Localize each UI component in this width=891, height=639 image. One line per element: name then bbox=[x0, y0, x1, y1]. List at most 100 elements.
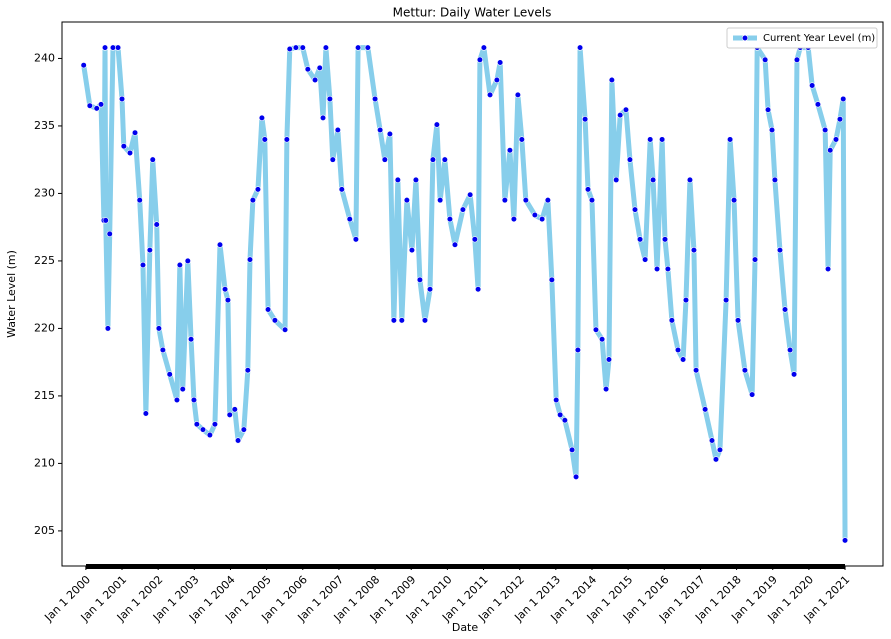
data-point bbox=[216, 241, 224, 248]
data-point bbox=[790, 371, 798, 378]
data-point bbox=[226, 411, 233, 418]
data-point bbox=[751, 256, 759, 263]
data-point bbox=[258, 114, 266, 121]
data-point bbox=[281, 326, 289, 333]
data-point bbox=[131, 129, 139, 136]
data-point bbox=[106, 230, 113, 238]
data-point bbox=[299, 44, 306, 51]
data-point bbox=[793, 56, 801, 63]
data-point bbox=[824, 265, 832, 273]
y-tick-label: 215 bbox=[34, 389, 55, 402]
data-point bbox=[118, 95, 126, 103]
data-point bbox=[605, 356, 613, 363]
data-point bbox=[514, 91, 521, 98]
data-point bbox=[647, 136, 654, 143]
data-point bbox=[762, 56, 769, 63]
y-tick-label: 220 bbox=[34, 321, 55, 334]
data-point bbox=[486, 91, 494, 98]
data-point bbox=[173, 396, 181, 404]
data-point bbox=[467, 191, 474, 198]
data-point bbox=[311, 76, 319, 84]
data-point bbox=[271, 317, 279, 324]
data-point bbox=[377, 126, 384, 134]
data-point bbox=[712, 456, 720, 463]
y-axis-label: Water Level (m) bbox=[5, 250, 18, 338]
data-point bbox=[254, 186, 262, 193]
data-point bbox=[338, 186, 345, 193]
data-point bbox=[292, 44, 300, 51]
data-point bbox=[622, 106, 630, 113]
x-axis-label: Date bbox=[452, 621, 479, 634]
data-point bbox=[155, 325, 162, 332]
data-point bbox=[493, 76, 501, 84]
data-point bbox=[682, 296, 690, 304]
data-point bbox=[322, 44, 330, 51]
data-point bbox=[771, 176, 779, 184]
data-point bbox=[221, 286, 229, 293]
data-point bbox=[730, 197, 738, 204]
data-point bbox=[441, 156, 448, 163]
data-point bbox=[548, 276, 555, 283]
y-tick-label: 235 bbox=[34, 119, 55, 132]
data-point bbox=[240, 426, 247, 433]
legend-label: Current Year Level (m) bbox=[763, 33, 875, 44]
data-point bbox=[582, 116, 589, 123]
data-point bbox=[286, 45, 293, 53]
data-point bbox=[394, 176, 401, 184]
data-point bbox=[120, 143, 127, 150]
data-point bbox=[497, 59, 504, 66]
data-point bbox=[822, 126, 829, 134]
data-point bbox=[246, 256, 254, 263]
data-point bbox=[568, 446, 576, 454]
data-point bbox=[734, 317, 742, 324]
data-point bbox=[617, 112, 624, 119]
data-point bbox=[572, 473, 580, 481]
data-point bbox=[522, 197, 529, 204]
data-point bbox=[506, 147, 514, 154]
data-point bbox=[636, 236, 644, 243]
data-point bbox=[249, 197, 256, 204]
data-point bbox=[146, 247, 153, 254]
data-point bbox=[101, 44, 109, 51]
data-point bbox=[631, 206, 639, 213]
data-point bbox=[599, 336, 606, 343]
data-point bbox=[316, 64, 323, 71]
data-point bbox=[429, 156, 437, 163]
data-point bbox=[510, 215, 517, 223]
data-point bbox=[176, 261, 183, 269]
data-point bbox=[97, 101, 105, 108]
y-tick-label: 225 bbox=[34, 254, 55, 267]
data-point bbox=[179, 386, 186, 393]
data-point bbox=[716, 446, 724, 454]
data-point bbox=[841, 537, 849, 544]
data-point bbox=[403, 197, 410, 204]
data-point bbox=[211, 421, 219, 428]
data-point bbox=[159, 346, 166, 354]
data-point bbox=[668, 317, 675, 324]
data-point bbox=[386, 130, 393, 138]
data-point bbox=[408, 247, 416, 254]
legend-box bbox=[726, 27, 878, 49]
data-point bbox=[786, 346, 794, 354]
data-point bbox=[602, 386, 610, 393]
data-point bbox=[768, 126, 776, 134]
data-point bbox=[364, 44, 371, 51]
data-point bbox=[840, 95, 847, 103]
data-point bbox=[390, 317, 397, 324]
data-point bbox=[190, 396, 198, 404]
data-point bbox=[584, 186, 592, 193]
data-point bbox=[561, 417, 568, 424]
data-point bbox=[244, 367, 251, 374]
data-point bbox=[193, 421, 200, 428]
data-point bbox=[93, 105, 100, 112]
data-point bbox=[518, 136, 525, 143]
y-tick-label: 205 bbox=[34, 524, 55, 537]
data-point bbox=[446, 215, 454, 223]
plot-frame bbox=[61, 21, 884, 567]
data-point bbox=[642, 256, 649, 263]
data-point bbox=[809, 82, 816, 89]
data-point bbox=[352, 236, 360, 243]
data-point bbox=[553, 396, 560, 404]
data-point bbox=[836, 116, 844, 123]
